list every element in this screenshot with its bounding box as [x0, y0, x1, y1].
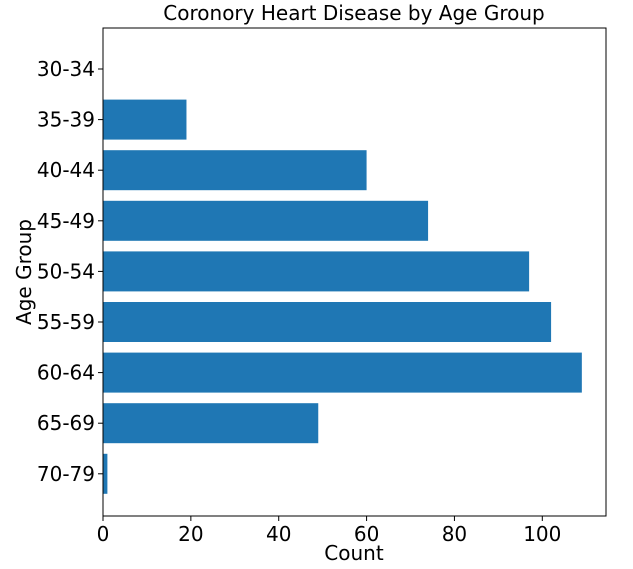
y-tick-label: 70-79 — [37, 462, 95, 486]
bar-70-79 — [103, 453, 108, 494]
x-axis-label: Count — [324, 541, 384, 565]
y-tick-label: 35-39 — [37, 108, 95, 132]
bar-40-44 — [103, 150, 367, 191]
x-tick-label: 20 — [178, 522, 203, 546]
plot-frame — [102, 27, 607, 517]
y-axis-ticks: 30-34 35-39 40-44 45-49 50-54 55-59 60-64 65-69… — [37, 57, 103, 486]
bar-50-54 — [103, 251, 530, 292]
y-tick-label: 55-59 — [37, 310, 95, 334]
x-tick-label: 80 — [442, 522, 467, 546]
y-axis-label: Age Group — [12, 219, 36, 325]
chart-title: Coronory Heart Disease by Age Group — [163, 1, 544, 25]
bar-65-69 — [103, 403, 319, 444]
x-tick-label: 40 — [266, 522, 291, 546]
y-tick-label: 30-34 — [37, 57, 95, 81]
bar-35-39 — [103, 99, 187, 140]
y-tick-label: 60-64 — [37, 361, 95, 385]
x-axis-ticks: 0 20 40 60 80 100 — [97, 516, 561, 546]
x-tick-label: 0 — [97, 522, 110, 546]
y-tick-label: 50-54 — [37, 259, 95, 283]
x-tick-label: 60 — [354, 522, 379, 546]
bar-60-64 — [103, 352, 582, 393]
bar-55-59 — [103, 302, 552, 342]
y-tick-label: 45-49 — [37, 209, 95, 233]
bars-group — [103, 99, 582, 494]
y-tick-label: 40-44 — [37, 158, 95, 182]
bar-45-49 — [103, 200, 429, 241]
y-tick-label: 65-69 — [37, 411, 95, 435]
x-tick-label: 100 — [523, 522, 561, 546]
